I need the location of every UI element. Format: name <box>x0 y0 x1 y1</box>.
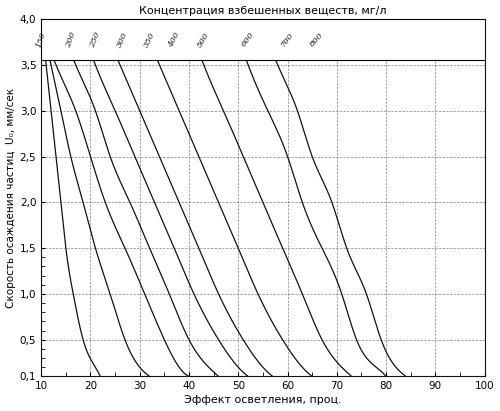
Text: 350: 350 <box>142 31 156 49</box>
Text: 500: 500 <box>196 31 212 48</box>
Text: 800: 800 <box>308 31 326 48</box>
Text: 150: 150 <box>35 31 48 48</box>
Title: Концентрация взбешенных веществ, мг/л: Концентрация взбешенных веществ, мг/л <box>139 6 386 16</box>
Bar <box>41 19 484 60</box>
Text: 300: 300 <box>116 31 130 49</box>
Text: 600: 600 <box>240 31 256 48</box>
Text: 250: 250 <box>88 31 102 48</box>
Text: 700: 700 <box>280 31 295 48</box>
Y-axis label: Скорость осаждения частиц  U₀, мм/сек: Скорость осаждения частиц U₀, мм/сек <box>6 88 16 308</box>
Text: 400: 400 <box>167 31 182 49</box>
X-axis label: Эффект осветления, проц.: Эффект осветления, проц. <box>184 395 342 405</box>
Text: 200: 200 <box>64 31 78 48</box>
